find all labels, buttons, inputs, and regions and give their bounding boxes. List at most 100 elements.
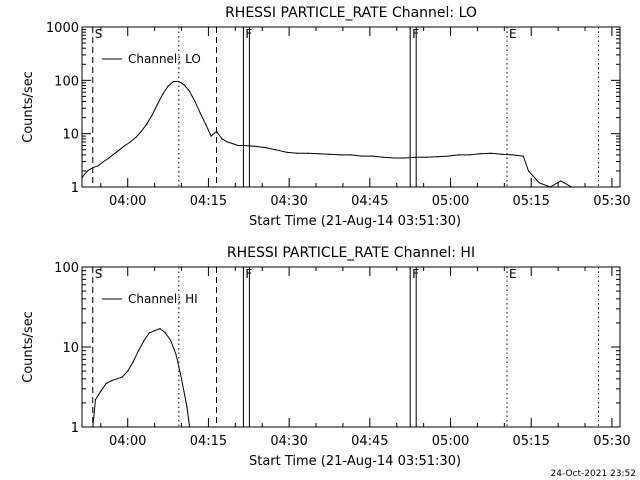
data-point — [194, 100, 196, 103]
data-point — [148, 332, 150, 334]
x-tick-label: 04:00 — [109, 434, 146, 449]
data-point — [159, 327, 161, 330]
data-point — [140, 130, 142, 133]
data-point — [210, 135, 212, 137]
data-point — [156, 104, 158, 106]
data-point — [100, 390, 102, 392]
data-point — [468, 154, 470, 156]
data-point — [180, 378, 183, 380]
y-tick-label: 10 — [62, 341, 79, 356]
y-axis-label: Counts/sec — [21, 311, 36, 383]
y-axis-label: Counts/sec — [21, 71, 36, 143]
data-point — [199, 112, 201, 114]
data-point — [479, 153, 481, 155]
x-tick-label: 04:00 — [109, 194, 146, 209]
data-point — [501, 153, 503, 155]
data-point — [242, 144, 244, 147]
data-point — [570, 186, 573, 188]
data-point — [581, 186, 583, 188]
data-point — [145, 123, 148, 125]
data-point — [527, 170, 530, 172]
data-point — [215, 130, 218, 133]
data-point — [393, 157, 395, 159]
data-point — [178, 80, 180, 83]
data-point — [105, 382, 107, 385]
chart-title: RHESSI PARTICLE_RATE Channel: HI — [227, 245, 475, 261]
data-point — [102, 160, 105, 163]
x-tick-label: 04:15 — [190, 194, 227, 209]
data-point — [86, 170, 88, 172]
x-tick-label: 04:45 — [351, 194, 388, 209]
data-point — [94, 399, 97, 401]
data-point — [92, 426, 94, 428]
data-point — [121, 376, 123, 378]
data-point — [116, 378, 118, 380]
data-point — [436, 156, 438, 158]
data-point — [135, 136, 137, 139]
event-marker-label: F — [245, 267, 252, 281]
data-point — [92, 167, 94, 169]
data-point — [113, 153, 115, 155]
chart-panel-1: RHESSI PARTICLE_RATE Channel: LO 1 10 100 10… — [21, 5, 631, 229]
y-tick-label: 100 — [54, 74, 79, 89]
data-point — [170, 340, 172, 342]
data-point — [425, 156, 427, 158]
y-tick-label: 1 — [71, 181, 79, 196]
data-point — [127, 370, 129, 372]
x-tick-label: 05:30 — [593, 434, 630, 449]
data-point — [275, 149, 277, 151]
legend-label: Channel: LO — [128, 52, 201, 66]
data-point — [458, 154, 460, 156]
data-point — [253, 145, 255, 147]
data-point — [151, 114, 153, 117]
plot-frame — [81, 266, 621, 428]
x-tick-label: 05:15 — [512, 434, 549, 449]
legend-label: Channel: HI — [128, 292, 198, 306]
footer-timestamp: 24-Oct-2021 23:52 — [551, 469, 636, 479]
data-point — [339, 154, 341, 156]
data-point — [108, 157, 110, 159]
data-point — [183, 84, 185, 86]
data-point — [285, 151, 288, 153]
x-tick-label: 05:30 — [593, 194, 630, 209]
data-point — [318, 153, 320, 155]
y-tick-label: 1 — [71, 421, 79, 436]
data-point — [264, 146, 266, 149]
data-point — [414, 156, 417, 158]
data-point — [137, 350, 140, 352]
data-point — [162, 93, 164, 95]
x-tick-label: 04:15 — [190, 434, 227, 449]
plot-frame — [81, 26, 621, 188]
data-point — [522, 155, 524, 157]
data-point — [328, 153, 331, 155]
data-point — [361, 155, 363, 157]
data-point — [404, 157, 406, 159]
data-point — [226, 141, 228, 143]
data-point — [164, 332, 166, 334]
data-point — [350, 154, 352, 156]
data-point — [447, 155, 449, 157]
data-point — [189, 90, 191, 93]
data-point — [221, 138, 223, 140]
data-point — [371, 155, 374, 157]
data-point — [143, 340, 145, 342]
event-marker-label: E — [509, 267, 517, 281]
data-point — [124, 144, 126, 147]
chart-panel-2: RHESSI PARTICLE_RATE Channel: HI 1 10 100 04… — [21, 245, 631, 469]
event-marker-label: F — [412, 267, 419, 281]
event-marker-label: S — [95, 267, 103, 281]
data-point — [172, 80, 175, 83]
data-point — [119, 149, 121, 151]
data-point — [382, 156, 384, 158]
data-point — [129, 141, 132, 143]
data-point — [560, 180, 562, 182]
data-point — [167, 85, 169, 87]
data-point — [538, 182, 540, 184]
event-marker-label: S — [95, 27, 103, 41]
data-point — [307, 152, 309, 154]
x-axis-label: Start Time (21-Aug-14 03:51:30) — [249, 454, 461, 469]
x-tick-label: 04:30 — [270, 194, 307, 209]
data-point — [175, 354, 177, 356]
x-axis-label: Start Time (21-Aug-14 03:51:30) — [249, 214, 461, 229]
